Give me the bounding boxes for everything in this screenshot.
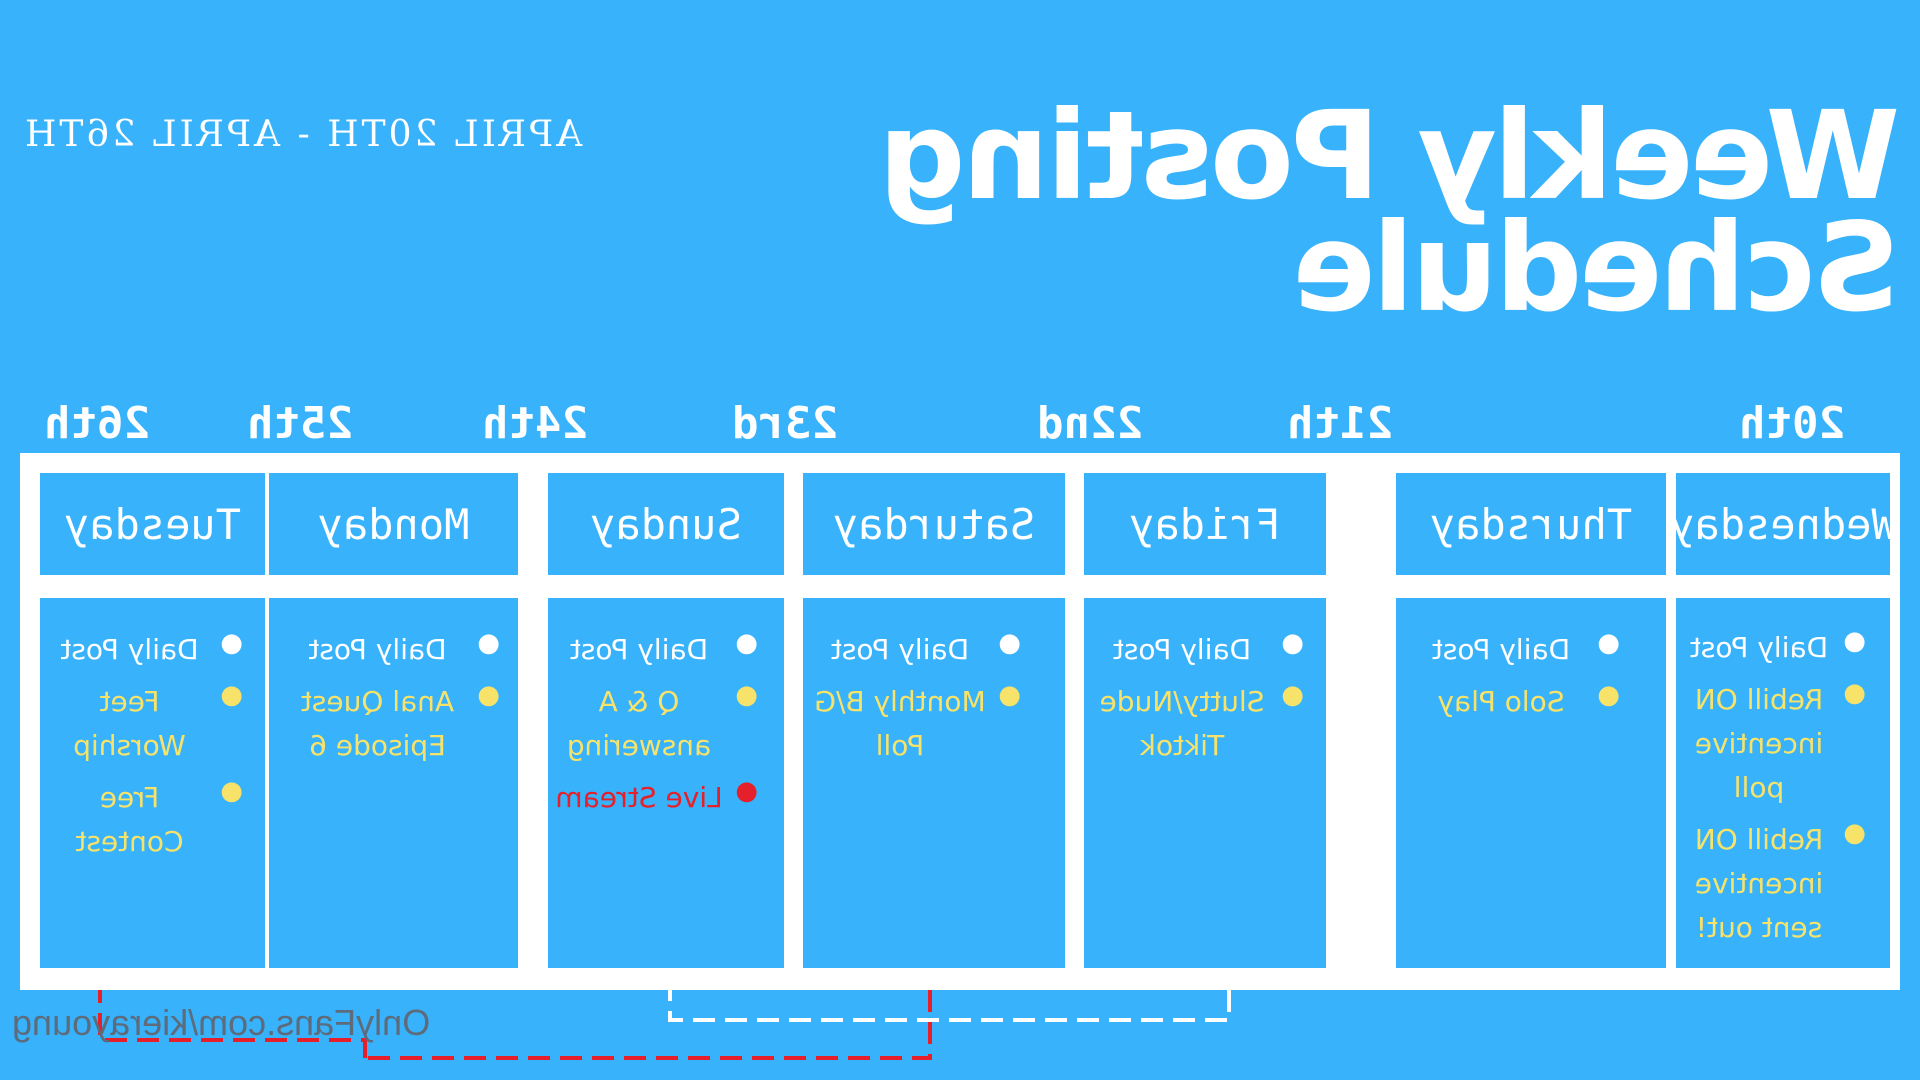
list-item: ● Rebill ON incentive sent out! (1686, 818, 1872, 950)
day-body: ● Daily Post ● Monthly B/G Poll (803, 598, 1065, 968)
day-items: ● Daily Post ● Q & A answering ● Live Strea… (554, 628, 764, 820)
day-number: 21th (1287, 398, 1393, 449)
day-body: ● Daily Post ● Slutty/Nude Tiktok (1084, 598, 1326, 968)
day-name: Wednesday (1669, 499, 1897, 549)
list-item: ● Daily Post (1416, 628, 1626, 672)
item-text: Solo Play (1437, 685, 1565, 718)
bullet-icon: ● (1281, 628, 1304, 658)
list-item: ● Solo Play (1416, 680, 1626, 724)
bullet-icon: ● (1281, 680, 1304, 710)
item-text: Daily Post (1689, 631, 1829, 664)
list-item: ● Q & A answering (554, 680, 764, 768)
bullet-icon: ● (220, 628, 243, 658)
date-range: APRIL 20TH - APRIL 26TH (22, 114, 583, 155)
day-header: Thursday (1396, 473, 1666, 575)
day-body: ● Daily Post ● Rebill ON incentive poll ● R… (1676, 598, 1890, 968)
day-name: Tuesday (64, 499, 242, 549)
list-item: ● Daily Post (1094, 628, 1310, 672)
item-text: Feet Worship (73, 685, 186, 762)
day-header: Saturday (803, 473, 1065, 575)
list-item: ● Slutty/Nude Tiktok (1094, 680, 1310, 768)
bullet-icon: ● (220, 776, 243, 806)
bullet-icon: ● (477, 680, 500, 710)
connector-bracket-white (668, 990, 1231, 1022)
day-number: 20th (1739, 398, 1845, 449)
day-name: Friday (1129, 499, 1281, 549)
bullet-icon: ● (735, 628, 758, 658)
bullet-icon: ● (998, 628, 1021, 658)
bullet-icon: ● (735, 776, 758, 806)
item-text: Daily Post (569, 633, 709, 666)
day-header: Monday (269, 473, 518, 575)
item-text: Slutty/Nude Tiktok (1099, 685, 1265, 762)
bullet-icon: ● (1843, 678, 1866, 708)
day-number: 22nd (1037, 398, 1143, 449)
connector-bracket-red (365, 990, 932, 1060)
item-text: Rebill ON incentive sent out! (1694, 823, 1824, 944)
day-body: ● Daily Post ● Anal Quest Episode 6 (269, 598, 518, 968)
item-text: Rebill ON incentive poll (1694, 683, 1824, 804)
day-items: ● Daily Post ● Slutty/Nude Tiktok (1094, 628, 1310, 768)
bullet-icon: ● (1597, 628, 1620, 658)
bullet-icon: ● (477, 628, 500, 658)
item-text: Daily Post (308, 633, 447, 666)
list-item: ● Free Contest (50, 776, 249, 864)
day-name: Saturday (832, 499, 1036, 549)
day-body: ● Daily Post ● Solo Play (1396, 598, 1666, 968)
item-text: Live Stream (555, 781, 723, 814)
list-item: ● Daily Post (50, 628, 249, 672)
bullet-icon: ● (1597, 680, 1620, 710)
day-body: ● Daily Post ● Feet Worship ● Free Contest (40, 598, 265, 968)
bullet-icon: ● (1843, 626, 1866, 656)
day-items: ● Daily Post ● Rebill ON incentive poll ● R… (1686, 626, 1872, 950)
list-item: ● Anal Quest Episode 6 (289, 680, 506, 768)
day-name: Thursday (1429, 499, 1633, 549)
bullet-icon: ● (1843, 818, 1866, 848)
item-text: Daily Post (1431, 633, 1571, 666)
day-number: 25th (247, 398, 353, 449)
list-item: ● Daily Post (1686, 626, 1872, 670)
bullet-icon: ● (220, 680, 243, 710)
day-header: Wednesday (1669, 473, 1897, 575)
day-name: Monday (317, 499, 470, 549)
list-item: ● Live Stream (554, 776, 764, 820)
bullet-icon: ● (735, 680, 758, 710)
day-header: Sunday (548, 473, 784, 575)
list-item: ● Daily Post (289, 628, 506, 672)
day-items: ● Daily Post ● Solo Play (1416, 628, 1626, 724)
title-block: Weekly Posting Schedule (881, 85, 1900, 339)
title-line-1: Weekly Posting (881, 85, 1900, 227)
title-line-2: Schedule (1295, 197, 1900, 339)
day-items: ● Daily Post ● Monthly B/G Poll (813, 628, 1027, 768)
day-number: 26th (44, 398, 150, 449)
list-item: ● Monthly B/G Poll (813, 680, 1027, 768)
day-header: Tuesday (40, 473, 265, 575)
day-number: 24th (482, 398, 588, 449)
item-text: Anal Quest Episode 6 (300, 685, 455, 762)
item-text: Monthly B/G Poll (814, 685, 986, 762)
watermark: OnlyFans.com/kierayoung (12, 1002, 431, 1043)
day-header: Friday (1084, 473, 1326, 575)
list-item: ● Rebill ON incentive poll (1686, 678, 1872, 810)
day-number: 23rd (732, 398, 838, 449)
list-item: ● Daily Post (813, 628, 1027, 672)
list-item: ● Daily Post (554, 628, 764, 672)
list-item: ● Feet Worship (50, 680, 249, 768)
item-text: Q & A answering (566, 685, 712, 762)
bullet-icon: ● (998, 680, 1021, 710)
item-text: Daily Post (60, 633, 199, 666)
item-text: Free Contest (75, 781, 184, 858)
item-text: Daily Post (1112, 633, 1252, 666)
item-text: Daily Post (830, 633, 970, 666)
day-items: ● Daily Post ● Anal Quest Episode 6 (289, 628, 506, 768)
day-body: ● Daily Post ● Q & A answering ● Live Strea… (548, 598, 784, 968)
day-items: ● Daily Post ● Feet Worship ● Free Contest (50, 628, 249, 864)
day-name: Sunday (590, 499, 742, 549)
